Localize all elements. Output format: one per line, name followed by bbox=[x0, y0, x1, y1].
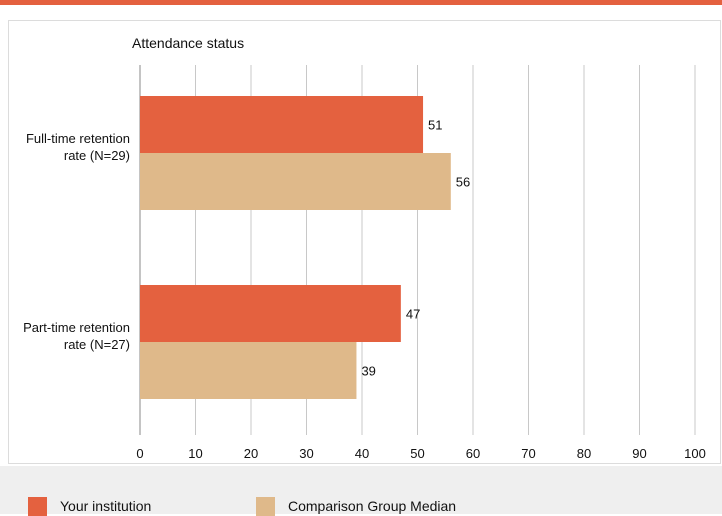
x-tick-label: 70 bbox=[521, 446, 535, 461]
attendance-bar-chart: Attendance status 0 10 20 30 40 50 60 70 80 90 100 P… bbox=[23, 35, 706, 481]
x-tick-label: 100 bbox=[684, 446, 706, 461]
x-tick-label: 10 bbox=[188, 446, 202, 461]
x-tick-label: 0 bbox=[136, 446, 143, 461]
category-label: Full-time retention bbox=[26, 131, 130, 146]
data-label: 39 bbox=[361, 364, 375, 379]
x-tick-label: 50 bbox=[410, 446, 424, 461]
chart-panel: Attendance status 0 10 20 30 40 50 60 70 80 90 100 P… bbox=[8, 20, 721, 481]
top-accent-rule bbox=[0, 0, 722, 5]
x-tick-label: 60 bbox=[466, 446, 480, 461]
x-tick-label: 30 bbox=[299, 446, 313, 461]
category-label: Part-time retention bbox=[23, 320, 130, 335]
bar-comparison-median bbox=[140, 342, 357, 399]
legend-item-comparison-median: Comparison Group Median bbox=[256, 496, 457, 516]
x-tick-label: 20 bbox=[244, 446, 258, 461]
legend-swatch-your-institution bbox=[28, 496, 47, 516]
chart-legend: Your institution Comparison Group Median bbox=[0, 466, 722, 516]
bar-your-institution bbox=[140, 96, 424, 153]
legend-item-your-institution: Your institution bbox=[28, 496, 152, 516]
legend-label-your-institution: Your institution bbox=[60, 498, 152, 514]
data-label: 47 bbox=[406, 307, 420, 322]
data-label: 56 bbox=[456, 175, 470, 190]
category-label: rate (N=27) bbox=[64, 337, 130, 352]
legend-swatch-comparison-median bbox=[256, 496, 275, 516]
x-tick-label: 40 bbox=[355, 446, 369, 461]
bar-your-institution bbox=[140, 285, 401, 342]
bar-comparison-median bbox=[140, 153, 451, 210]
chart-title: Attendance status bbox=[132, 35, 244, 51]
category-label: rate (N=29) bbox=[64, 148, 130, 163]
legend-label-comparison-median: Comparison Group Median bbox=[288, 498, 457, 514]
x-tick-label: 80 bbox=[577, 446, 591, 461]
x-tick-label: 90 bbox=[632, 446, 646, 461]
data-label: 51 bbox=[428, 118, 442, 133]
